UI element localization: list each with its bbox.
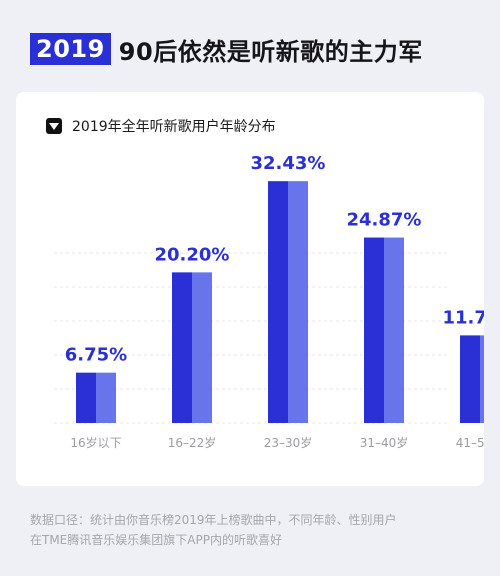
- year-badge: 2019: [30, 33, 111, 65]
- value-label-4: 24.87%: [347, 210, 422, 231]
- triangle-down-icon: [46, 118, 62, 134]
- value-label-1: 6.75%: [65, 345, 127, 366]
- bar-chart: 6.75% 16岁以下 20.20% 16–22岁 32.43% 23–30岁 24.87%…: [54, 153, 484, 450]
- bar-1-left: [76, 372, 96, 423]
- x-tick-label-2: 16–22岁: [168, 435, 217, 450]
- bar-3-right: [288, 181, 308, 423]
- bar-5-left: [460, 335, 480, 423]
- value-label-2: 20.20%: [155, 244, 230, 265]
- bar-4-left: [364, 237, 384, 423]
- bar-2-right: [192, 272, 212, 423]
- x-tick-label-4: 31–40岁: [360, 435, 409, 450]
- bar-4-right: [384, 237, 404, 423]
- bar-2-left: [172, 272, 192, 423]
- chart-title: 2019年全年听新歌用户年龄分布: [72, 119, 276, 135]
- value-label-3: 32.43%: [251, 153, 326, 174]
- bar-5-right: [480, 335, 484, 423]
- x-tick-label-3: 23–30岁: [264, 435, 313, 450]
- page-title: 90后依然是听新歌的主力军: [118, 37, 423, 66]
- footnote-line-2: 在TME腾讯音乐娱乐集团旗下APP内的听歌喜好: [30, 533, 282, 547]
- footnote-line-1: 数据口径：统计由你音乐榜2019年上榜歌曲中，不同年龄、性别用户: [30, 513, 397, 527]
- x-tick-label-1: 16岁以下: [70, 435, 121, 450]
- bar-1-right: [96, 372, 116, 423]
- page-header: 2019 90后依然是听新歌的主力军: [30, 32, 423, 66]
- footnote: 数据口径：统计由你音乐榜2019年上榜歌曲中，不同年龄、性别用户 在TME腾讯音…: [30, 510, 480, 550]
- x-tick-label-5: 41–50岁: [456, 435, 484, 450]
- value-label-5: 11.75%: [443, 307, 484, 328]
- bar-3-left: [268, 181, 288, 423]
- chart-card: 2019年全年听新歌用户年龄分布 6.75% 16岁以下 20.20% 16–22岁 3…: [16, 92, 484, 486]
- chart-header: 2019年全年听新歌用户年龄分布: [46, 116, 276, 136]
